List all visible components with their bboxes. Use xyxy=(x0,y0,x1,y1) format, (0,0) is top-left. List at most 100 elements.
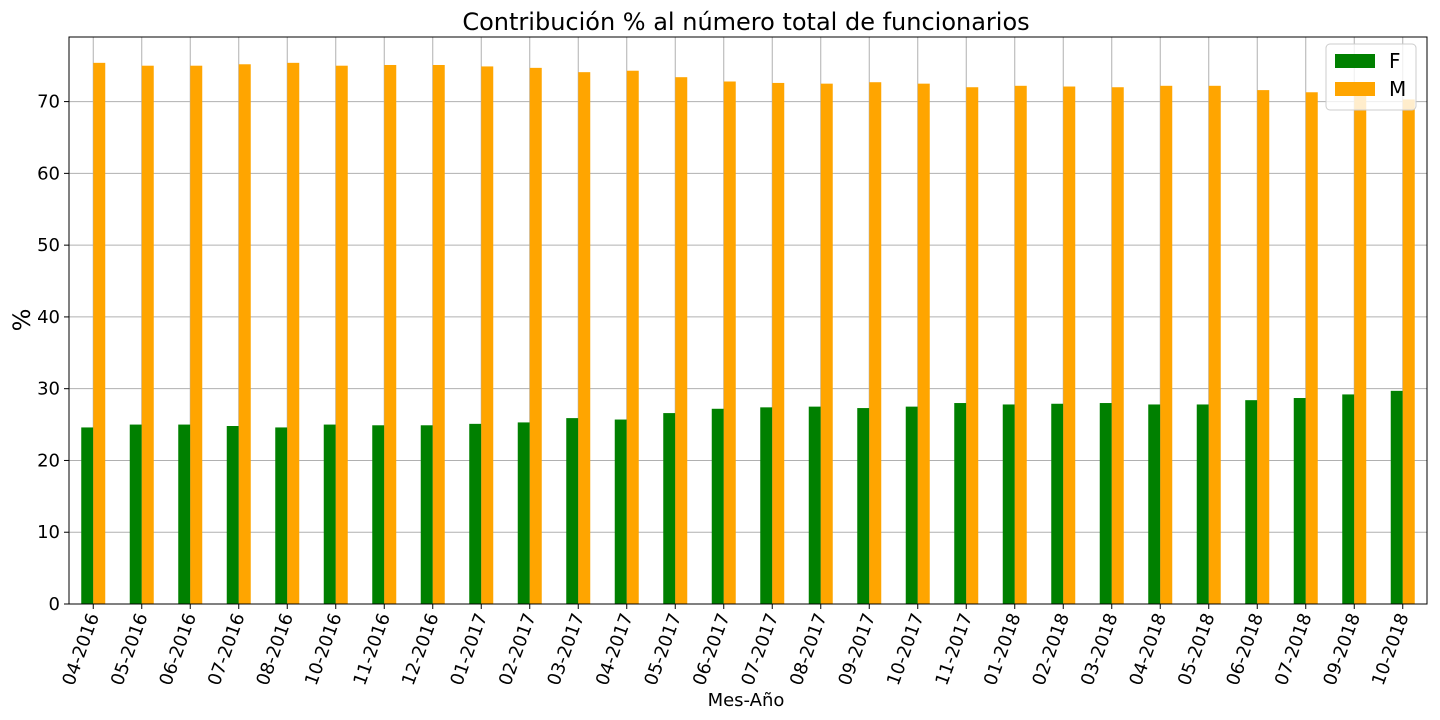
legend-label: F xyxy=(1389,49,1401,73)
x-tick-label: 09-2018 xyxy=(1319,611,1364,689)
bar-f xyxy=(614,419,627,604)
bar-m xyxy=(1014,85,1027,605)
x-tick-label: 10-2018 xyxy=(1368,611,1413,689)
x-tick-label: 04-2017 xyxy=(592,611,637,689)
bar-m xyxy=(141,65,154,604)
y-axis-label: % xyxy=(8,309,36,332)
x-tick-label: 09-2017 xyxy=(834,611,879,689)
y-axis-ticks: 0 10 20 30 40 50 60 70 xyxy=(37,92,69,615)
bar-m xyxy=(772,82,785,604)
bar-f xyxy=(1196,404,1209,604)
bar-m xyxy=(529,67,542,605)
bar-f xyxy=(857,408,870,604)
x-tick-label: 07-2018 xyxy=(1271,611,1316,689)
bar-m xyxy=(1111,87,1124,605)
bar-f xyxy=(1099,403,1112,604)
y-tick-label: 0 xyxy=(49,594,60,615)
bar-f xyxy=(760,407,773,604)
bar-f xyxy=(81,427,94,604)
bar-m xyxy=(1305,92,1318,604)
legend-label: M xyxy=(1389,77,1406,101)
x-tick-label: 01-2017 xyxy=(446,611,491,689)
bar-f xyxy=(808,406,821,604)
x-tick-label: 05-2016 xyxy=(107,611,152,689)
y-tick-label: 50 xyxy=(37,235,60,256)
bar-f xyxy=(954,403,967,604)
bars xyxy=(81,62,1415,605)
y-tick-label: 60 xyxy=(37,163,60,184)
bar-f xyxy=(1293,398,1306,604)
legend-swatch xyxy=(1335,54,1375,68)
x-tick-label: 04-2016 xyxy=(58,611,103,689)
plot-frame xyxy=(68,36,1428,605)
bar-m xyxy=(1257,90,1270,604)
bar-m xyxy=(626,70,639,604)
y-tick-label: 40 xyxy=(37,307,60,328)
bar-f xyxy=(275,427,288,604)
bar-m xyxy=(917,83,930,604)
bar-f xyxy=(178,424,191,604)
x-tick-label: 02-2017 xyxy=(495,611,540,689)
bar-f xyxy=(1051,403,1064,604)
x-tick-label: 06-2018 xyxy=(1222,611,1267,689)
bar-f xyxy=(372,425,385,604)
bar-m xyxy=(1160,85,1173,605)
bar-m xyxy=(481,66,494,605)
x-tick-label: 11-2016 xyxy=(349,611,394,689)
y-tick-label: 70 xyxy=(37,92,60,113)
chart-title: Contribución % al número total de funcio… xyxy=(462,8,1029,36)
x-tick-label: 06-2017 xyxy=(689,611,734,689)
bar-m xyxy=(1063,86,1076,605)
bar-f xyxy=(566,418,579,604)
legend: FM xyxy=(1325,43,1417,111)
bar-f xyxy=(420,425,433,604)
bar-f xyxy=(323,424,336,604)
bar-m xyxy=(1354,95,1367,605)
bar-m xyxy=(93,62,106,605)
bar-f xyxy=(1148,404,1161,604)
legend-swatch xyxy=(1335,82,1375,96)
y-tick-label: 30 xyxy=(37,379,60,400)
x-tick-label: 03-2017 xyxy=(543,611,588,689)
x-tick-label: 03-2018 xyxy=(1077,611,1122,689)
bar-f xyxy=(905,406,918,604)
x-tick-label: 07-2017 xyxy=(737,611,782,689)
x-axis-ticks: 04-2016 05-2016 06-2016 07-2016 08-2016 10-20… xyxy=(58,604,1413,688)
bar-f xyxy=(1245,400,1258,604)
x-tick-label: 07-2016 xyxy=(204,611,249,689)
x-tick-label: 08-2017 xyxy=(786,611,831,689)
bar-m xyxy=(966,87,979,605)
x-tick-label: 10-2017 xyxy=(883,611,928,689)
bar-f xyxy=(226,426,239,604)
x-axis-label: Mes-Año xyxy=(708,690,785,711)
x-tick-label: 04-2018 xyxy=(1125,611,1170,689)
x-tick-label: 02-2018 xyxy=(1028,611,1073,689)
bar-m xyxy=(578,72,591,605)
y-tick-label: 10 xyxy=(37,522,60,543)
x-tick-label: 11-2017 xyxy=(931,611,976,689)
bar-f xyxy=(517,422,530,604)
bar-m xyxy=(1208,85,1221,605)
x-tick-label: 12-2016 xyxy=(398,611,443,689)
x-tick-label: 05-2018 xyxy=(1174,611,1219,689)
bar-m xyxy=(190,65,203,604)
x-tick-label: 08-2016 xyxy=(252,611,297,689)
bar-f xyxy=(1002,404,1015,604)
y-tick-label: 20 xyxy=(37,450,60,471)
x-tick-label: 01-2018 xyxy=(980,611,1025,689)
bar-m xyxy=(869,82,882,605)
bar-m xyxy=(675,77,688,605)
bar-f xyxy=(1390,390,1403,604)
bar-m xyxy=(238,64,251,604)
bar-m xyxy=(287,62,300,605)
bar-m xyxy=(1402,99,1415,604)
bar-f xyxy=(711,408,724,604)
bar-m xyxy=(723,81,736,605)
bar-m xyxy=(820,83,833,604)
x-tick-label: 05-2017 xyxy=(640,611,685,689)
bar-f xyxy=(129,424,142,604)
bar-m xyxy=(384,64,397,604)
bar-f xyxy=(1342,394,1355,604)
bar-m xyxy=(432,64,445,604)
